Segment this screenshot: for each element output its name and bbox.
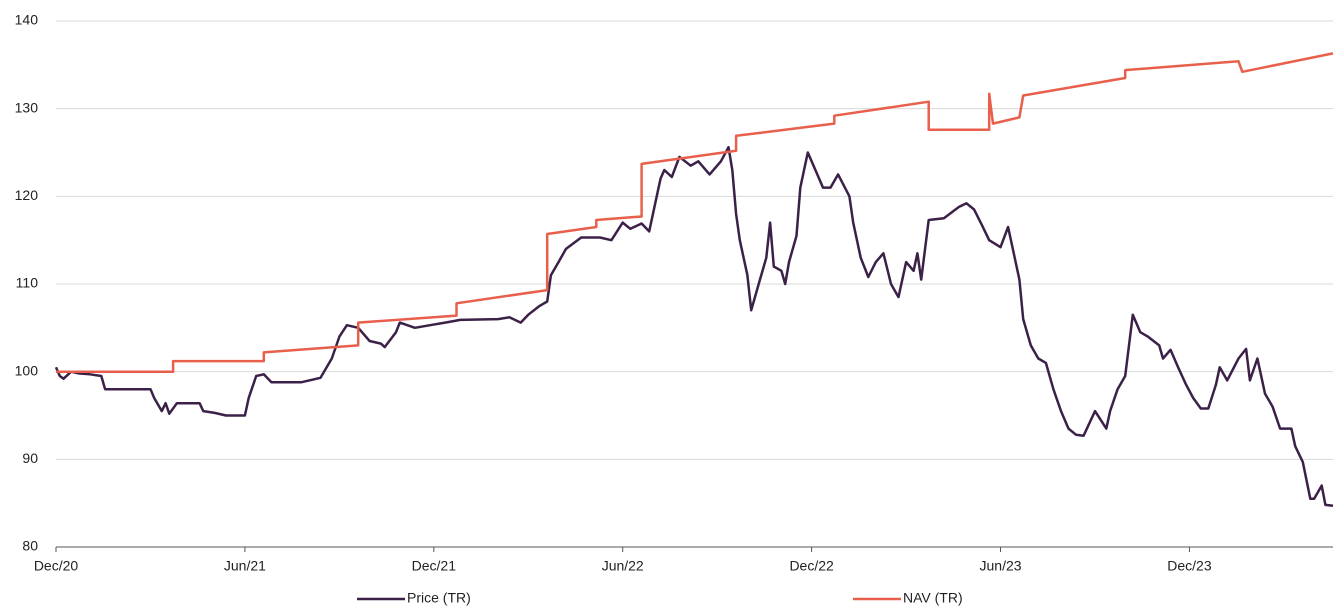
legend-label: NAV (TR): [903, 590, 963, 606]
series-line: [54, 145, 1334, 508]
y-tick-label: 130: [15, 99, 39, 115]
x-tick-label: Jun/22: [602, 558, 644, 574]
series-line: [56, 52, 1334, 373]
y-tick-label: 100: [15, 362, 39, 378]
x-tick-label: Jun/21: [224, 558, 266, 574]
x-tick-label: Jun/23: [980, 558, 1022, 574]
legend-label: Price (TR): [407, 590, 471, 606]
x-tick-label: Dec/20: [34, 558, 79, 574]
x-tick-label: Dec/21: [412, 558, 457, 574]
y-tick-label: 80: [22, 538, 38, 554]
y-tick-label: 140: [15, 12, 39, 28]
y-tick-label: 110: [16, 275, 39, 291]
x-tick-label: Dec/22: [789, 558, 834, 574]
x-tick-label: Dec/23: [1167, 558, 1212, 574]
y-tick-label: 90: [22, 450, 38, 466]
y-tick-label: 120: [15, 187, 39, 203]
